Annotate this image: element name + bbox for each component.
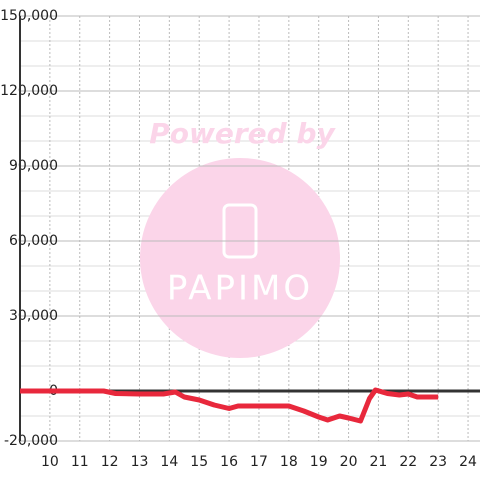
y-tick-label: 120,000 bbox=[0, 83, 58, 99]
watermark-text: Powered by bbox=[149, 117, 336, 150]
y-tick-label: 60,000 bbox=[9, 233, 58, 249]
x-tick-label: 20 bbox=[340, 454, 358, 470]
x-tick-label: 10 bbox=[41, 454, 59, 470]
x-tick-label: 12 bbox=[101, 454, 119, 470]
x-tick-label: 11 bbox=[71, 454, 89, 470]
x-tick-label: 21 bbox=[370, 454, 388, 470]
x-tick-label: 22 bbox=[399, 454, 417, 470]
x-tick-label: 18 bbox=[280, 454, 298, 470]
x-tick-label: 13 bbox=[131, 454, 149, 470]
x-tick-label: 16 bbox=[220, 454, 238, 470]
x-tick-label: 23 bbox=[429, 454, 447, 470]
y-tick-label: 90,000 bbox=[9, 158, 58, 174]
y-tick-label: 150,000 bbox=[0, 8, 58, 24]
x-tick-label: 15 bbox=[190, 454, 208, 470]
y-tick-label: 30,000 bbox=[9, 308, 58, 324]
watermark-icon bbox=[222, 203, 258, 259]
watermark-logo: PAPIMO bbox=[167, 269, 313, 309]
x-tick-label: 19 bbox=[310, 454, 328, 470]
watermark: Powered by PAPIMO bbox=[140, 117, 340, 358]
data-line bbox=[20, 387, 439, 424]
x-tick-label: 24 bbox=[459, 454, 477, 470]
x-tick-label: 14 bbox=[160, 454, 178, 470]
y-tick-label: -20,000 bbox=[4, 433, 58, 449]
x-tick-label: 17 bbox=[250, 454, 268, 470]
